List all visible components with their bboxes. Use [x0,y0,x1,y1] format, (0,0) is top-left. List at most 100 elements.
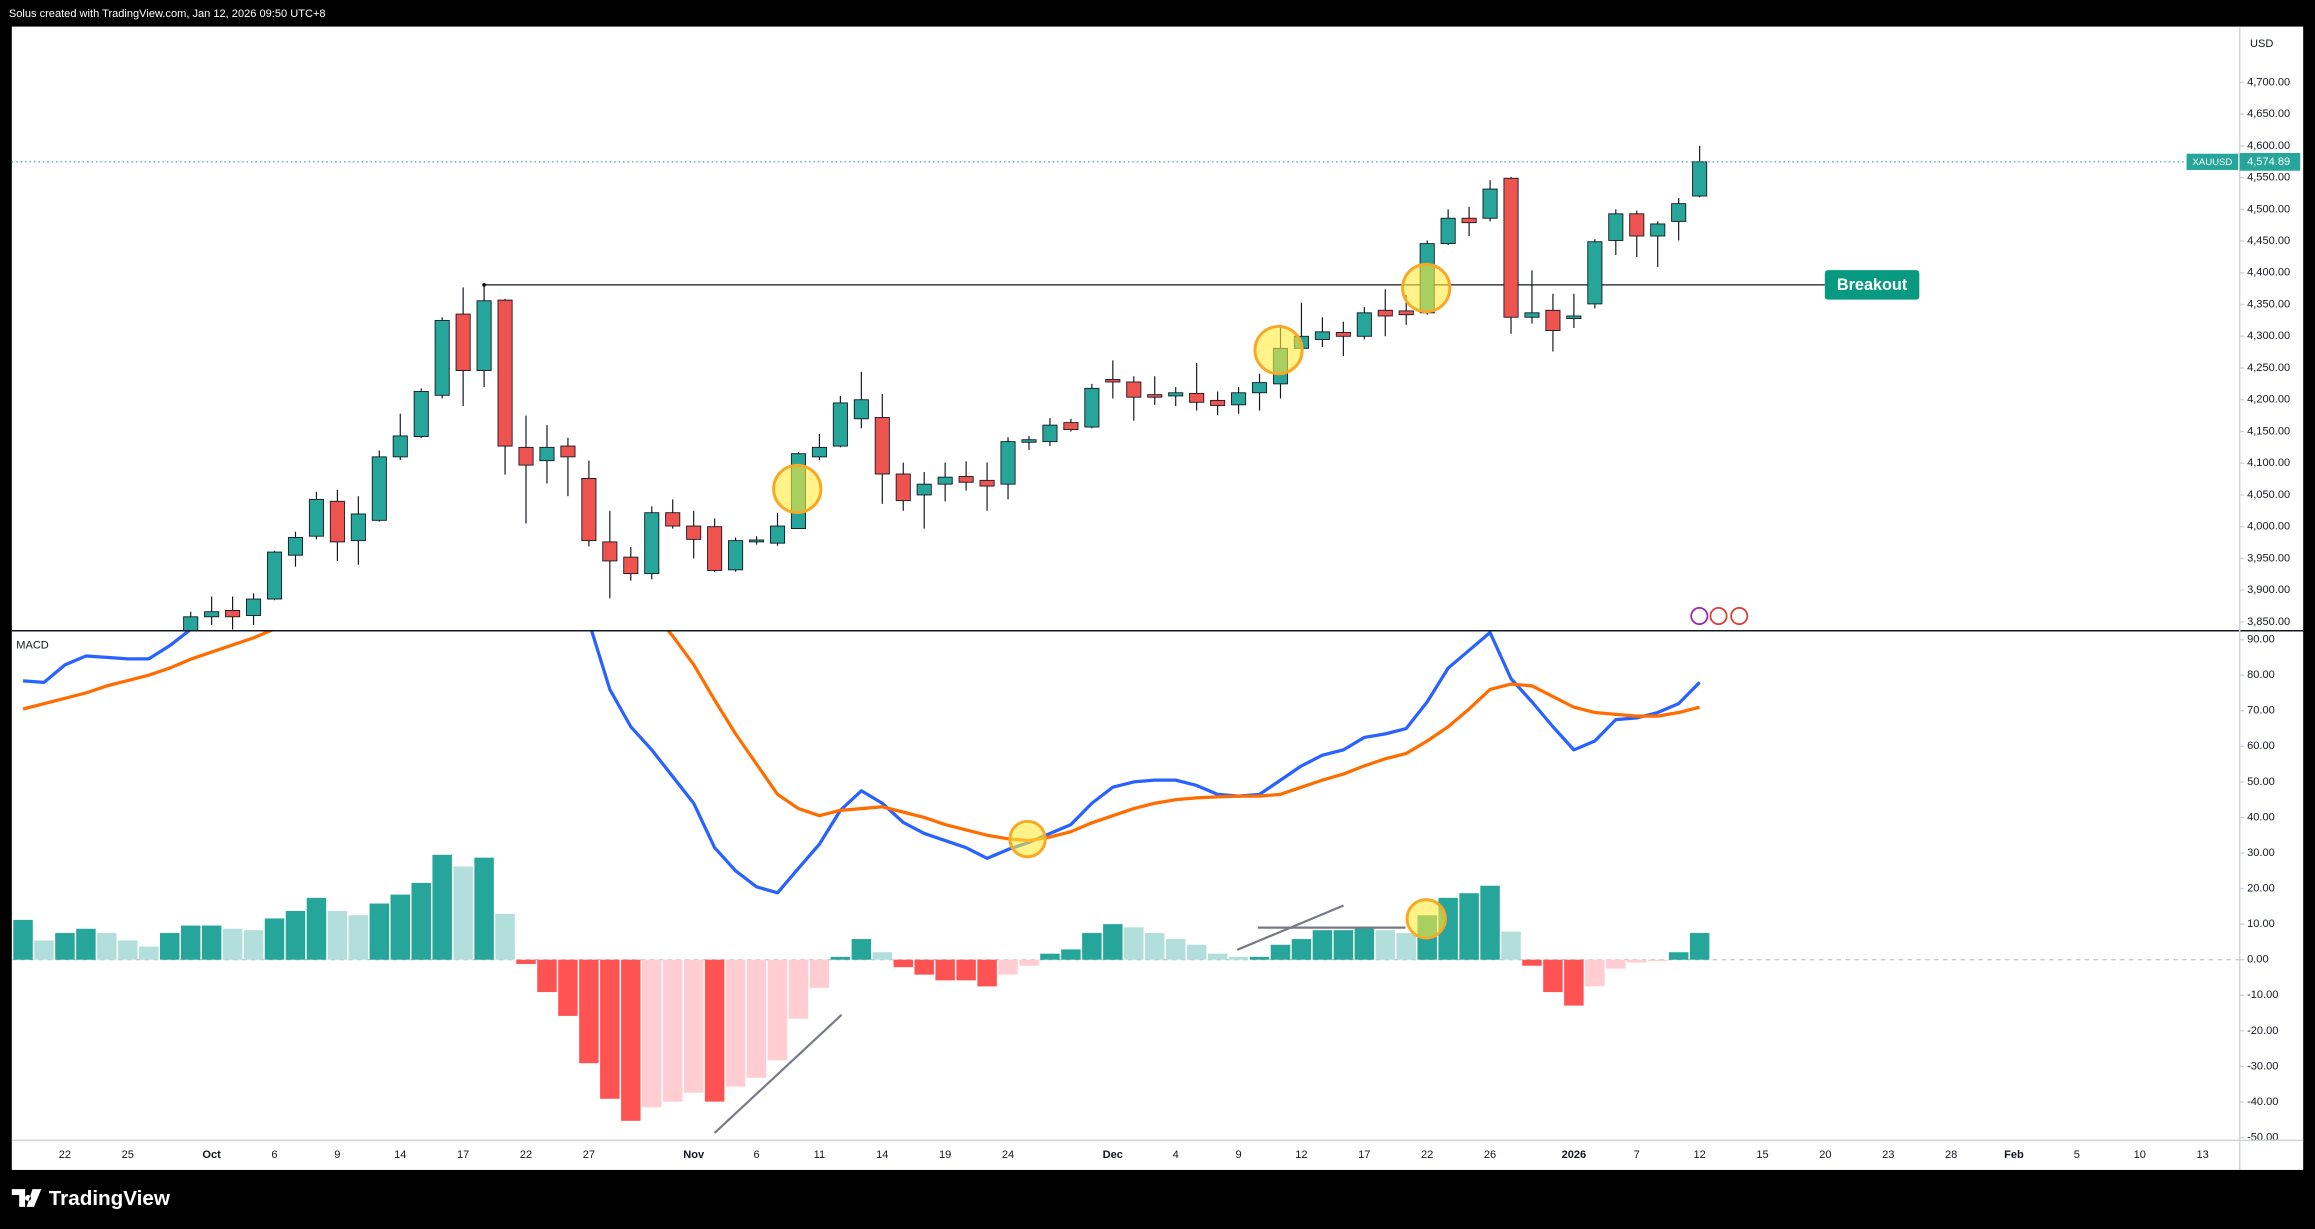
y-tick-label: -40.00 [2247,1096,2278,1108]
histogram-bar [264,918,285,960]
y-tick-label: 4,650.00 [2247,108,2290,120]
annotation-shapes [713,262,1749,1134]
y-tick-label: 70.00 [2247,705,2275,717]
histogram-bar [851,939,872,960]
y-tick-label: -50.00 [2247,1131,2278,1143]
candle-body [1335,332,1351,337]
histogram-bar [1606,959,1626,969]
macd-line [22,630,1701,843]
histogram-bar [977,959,997,987]
y-tick-label: 10.00 [2247,918,2275,930]
histogram-bar [1144,933,1165,960]
candle-body [707,526,723,571]
candle-body [749,539,765,543]
event-icon[interactable] [1709,606,1728,625]
candle-body [413,391,429,437]
histogram-bar [1019,959,1039,966]
histogram-bar [1585,959,1605,987]
x-tick-label: 15 [1756,1149,1768,1161]
histogram-bar [222,928,243,960]
x-tick-label: 23 [1882,1149,1894,1161]
histogram-bar [97,933,117,960]
candle-body [1168,392,1184,397]
histogram-bar [642,959,662,1108]
candle-body [853,399,869,420]
candle-body [874,417,890,475]
histogram-bar [1459,893,1479,960]
histogram-bar [998,959,1018,975]
histogram-bar [118,940,138,960]
histogram-bar [1543,959,1563,993]
y-tick-label: 0.00 [2247,954,2269,966]
histogram-bar [1207,953,1228,960]
histogram-bar [516,959,536,964]
candle-body [811,446,827,458]
x-tick-label: 17 [457,1149,469,1161]
candle-body [1042,424,1058,443]
x-tick-label: 22 [520,1149,532,1161]
y-tick-label: 4,450.00 [2247,235,2290,247]
histogram-bar [662,959,683,1102]
histogram-bar [1228,956,1249,960]
y-tick-label: 30.00 [2247,847,2275,859]
candle-body [1084,387,1100,428]
candle-body [895,473,911,502]
candle-body [1671,203,1687,222]
y-tick-label: 60.00 [2247,740,2275,752]
candle-body [455,313,471,371]
x-tick-label: 11 [814,1149,825,1161]
candle-body [1314,331,1330,340]
x-tick-label: 26 [1484,1149,1496,1161]
candle-body [1608,213,1624,241]
event-icon[interactable] [1730,606,1749,625]
histogram-bar [788,959,809,1019]
candle-body [539,446,555,462]
x-tick-label: 27 [583,1149,595,1161]
histogram-bar [201,925,222,960]
histogram-bar [1270,944,1291,960]
currency-label: USD [2250,38,2273,50]
event-icon[interactable] [1690,606,1709,625]
histogram-bar [1291,939,1312,960]
histogram-bar [830,956,851,960]
x-tick-label: 6 [753,1149,759,1161]
candle-body [1524,312,1540,318]
candle-body [392,435,408,458]
histogram-bar [369,903,390,960]
histogram-bar [1312,930,1333,960]
y-tick-label: 4,050.00 [2247,489,2290,501]
y-tick-label: 3,900.00 [2247,584,2290,596]
candle-body [1461,217,1477,224]
y-tick-label: 40.00 [2247,811,2275,823]
x-tick-label: 14 [876,1149,888,1161]
histogram-bar [474,857,494,960]
histogram-bar [1396,933,1416,960]
level-label-box [1824,270,1920,300]
candle-body [1126,381,1142,398]
x-tick-label: 6 [271,1149,277,1161]
candle-body [728,540,744,571]
y-tick-label: 80.00 [2247,669,2275,681]
y-tick-label: 4,400.00 [2247,267,2290,279]
x-tick-label: 14 [394,1149,406,1161]
x-tick-label: 10 [2134,1149,2146,1161]
candle-body [1147,394,1163,398]
brand-logo [11,1189,42,1207]
chart-area [11,26,2304,1170]
candle-body [979,479,995,487]
candle-body [665,512,681,527]
candle-body [769,525,786,544]
footer: TradingView [11,1187,171,1210]
candle-body [287,537,304,556]
histogram-bar [1249,956,1270,960]
histogram-bar [767,959,788,1061]
histogram-bar [1627,959,1647,963]
histogram-bar [1689,933,1710,960]
candle-body [1377,309,1393,317]
y-tick-label: 4,200.00 [2247,394,2290,406]
candle-body [476,300,492,371]
candle-body [1503,177,1519,318]
y-tick-label: 4,250.00 [2247,362,2290,374]
